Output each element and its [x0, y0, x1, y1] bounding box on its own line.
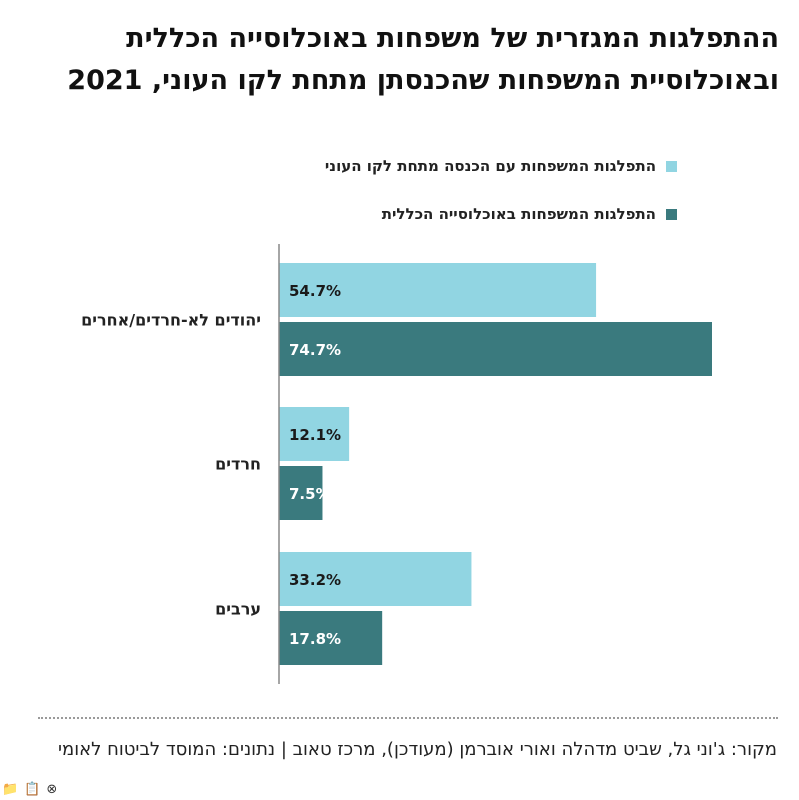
source-divider — [38, 717, 778, 719]
bar-general-arabs — [279, 611, 383, 665]
category-label-haredim: חרדים — [215, 455, 261, 474]
bar-poverty-arabs — [279, 552, 472, 606]
legend-label-poverty: התפלגות המשפחות עם הכנסה מתחת לקו העוני — [324, 157, 656, 175]
bar-general-haredim — [279, 466, 323, 520]
data-label-poverty-haredim: 12.1% — [289, 426, 341, 444]
legend-swatch-general — [666, 208, 677, 220]
source-note: מקור: ג'וני גל, שביט מדהלה ואורי אוברמן … — [57, 739, 777, 760]
data-label-poverty-jews: 54.7% — [289, 282, 341, 300]
category-label-arabs: ערבים — [215, 600, 261, 619]
bar-general-jews — [279, 322, 712, 376]
data-label-general-haredim: 7.5% — [289, 485, 331, 503]
bar-poverty-haredim — [279, 407, 350, 461]
category-label-jews: יהודים לא-חרדים/אחרים — [81, 311, 261, 330]
legend-label-general: התפלגות המשפחות באוכלוסייה הכללית — [381, 205, 656, 223]
legend-item-general: התפלגות המשפחות באוכלוסייה הכללית — [382, 205, 677, 223]
legend-item-poverty: התפלגות המשפחות עם הכנסה מתחת לקו העוני — [325, 157, 677, 175]
data-label-poverty-arabs: 33.2% — [289, 571, 341, 589]
folder-icon[interactable]: 📁 — [2, 782, 19, 797]
legend-swatch-poverty — [666, 160, 677, 172]
bar-poverty-jews — [279, 263, 597, 317]
bar-chart: 54.7% 74.7% יהודים לא-חרדים/אחרים 12.1% 7.5%… — [81, 244, 712, 684]
bottom-toolbar: 📁 📋 ⊗ — [2, 782, 57, 797]
close-circle-icon[interactable]: ⊗ — [46, 782, 58, 797]
data-label-general-jews: 74.7% — [289, 341, 341, 359]
clipboard-icon[interactable]: 📋 — [24, 782, 41, 797]
data-label-general-arabs: 17.8% — [289, 630, 341, 648]
chart-title: ההתפלגות המגזרית של משפחות באוכלוסייה הכ… — [67, 23, 779, 96]
